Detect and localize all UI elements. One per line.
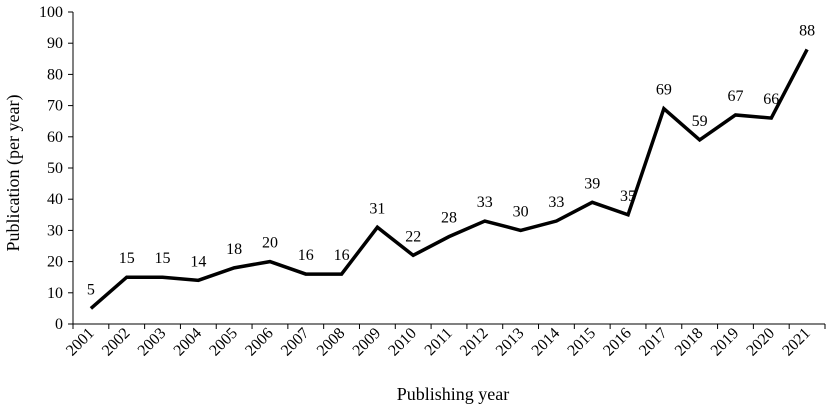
- x-tick-label: 2020: [743, 325, 778, 360]
- data-label: 39: [584, 175, 600, 192]
- x-tick-label: 2004: [171, 325, 206, 360]
- data-label: 16: [298, 247, 314, 264]
- y-tick-label: 30: [47, 222, 63, 239]
- data-label: 33: [548, 194, 564, 211]
- x-tick-label: 2017: [636, 325, 671, 360]
- data-label: 28: [441, 210, 457, 227]
- data-label: 66: [763, 91, 779, 108]
- series: [89, 48, 809, 310]
- y-tick-label: 10: [47, 285, 63, 302]
- x-tick-label: 2002: [99, 325, 134, 360]
- data-labels: 5 15 15 14 18 20 16 16 31 22 28 33 30 33 39 35 69 59 67 66 8…: [87, 22, 815, 298]
- data-label: 31: [369, 200, 385, 217]
- y-axis-ticks: 0 10 20 30 40 50 60 70 80 90 100: [39, 4, 73, 333]
- data-label: 15: [155, 250, 171, 267]
- y-tick-label: 80: [47, 66, 63, 83]
- y-axis-title: Publication (per year): [3, 95, 24, 252]
- x-tick-label: 2003: [135, 325, 170, 360]
- data-label: 67: [727, 88, 743, 105]
- x-tick-label: 2008: [314, 325, 349, 360]
- data-label: 59: [692, 113, 708, 130]
- y-tick-label: 60: [47, 129, 63, 146]
- y-tick-label: 100: [39, 4, 63, 21]
- x-tick-label: 2009: [350, 325, 385, 360]
- data-label: 30: [513, 203, 529, 220]
- x-axis-ticks: 2001 2002 2003 2004 2005 2006 2007 2008 2009 2010…: [63, 324, 826, 360]
- data-label: 33: [477, 194, 493, 211]
- y-tick-label: 50: [47, 160, 63, 177]
- data-label: 18: [226, 241, 242, 258]
- x-tick-label: 2013: [493, 325, 528, 360]
- x-tick-label: 2010: [385, 325, 420, 360]
- x-tick-label: 2016: [600, 325, 635, 360]
- x-tick-label: 2005: [206, 325, 241, 360]
- data-label: 88: [799, 22, 815, 39]
- y-tick-label: 20: [47, 254, 63, 271]
- x-tick-label: 2018: [672, 325, 707, 360]
- data-label: 20: [262, 235, 278, 252]
- x-tick-label: 2015: [564, 325, 599, 360]
- x-tick-label: 2001: [63, 325, 98, 360]
- x-tick-label: 2011: [422, 325, 456, 359]
- x-tick-label: 2007: [278, 325, 313, 360]
- y-tick-label: 90: [47, 35, 63, 52]
- data-label: 22: [405, 228, 421, 245]
- data-label: 14: [190, 253, 206, 270]
- x-tick-label: 2012: [457, 325, 492, 360]
- x-axis-title: Publishing year: [397, 384, 510, 404]
- x-tick-label: 2014: [529, 325, 564, 360]
- data-label: 35: [620, 188, 636, 205]
- data-label: 15: [119, 250, 135, 267]
- x-tick-label: 2019: [708, 325, 743, 360]
- data-label: 16: [334, 247, 350, 264]
- data-label: 5: [87, 281, 95, 298]
- axes: [72, 12, 825, 325]
- x-tick-label: 2006: [242, 325, 277, 360]
- y-tick-label: 40: [47, 191, 63, 208]
- y-tick-label: 70: [47, 98, 63, 115]
- data-label: 69: [656, 82, 672, 99]
- y-tick-label: 0: [55, 316, 63, 333]
- x-tick-label: 2021: [779, 325, 814, 360]
